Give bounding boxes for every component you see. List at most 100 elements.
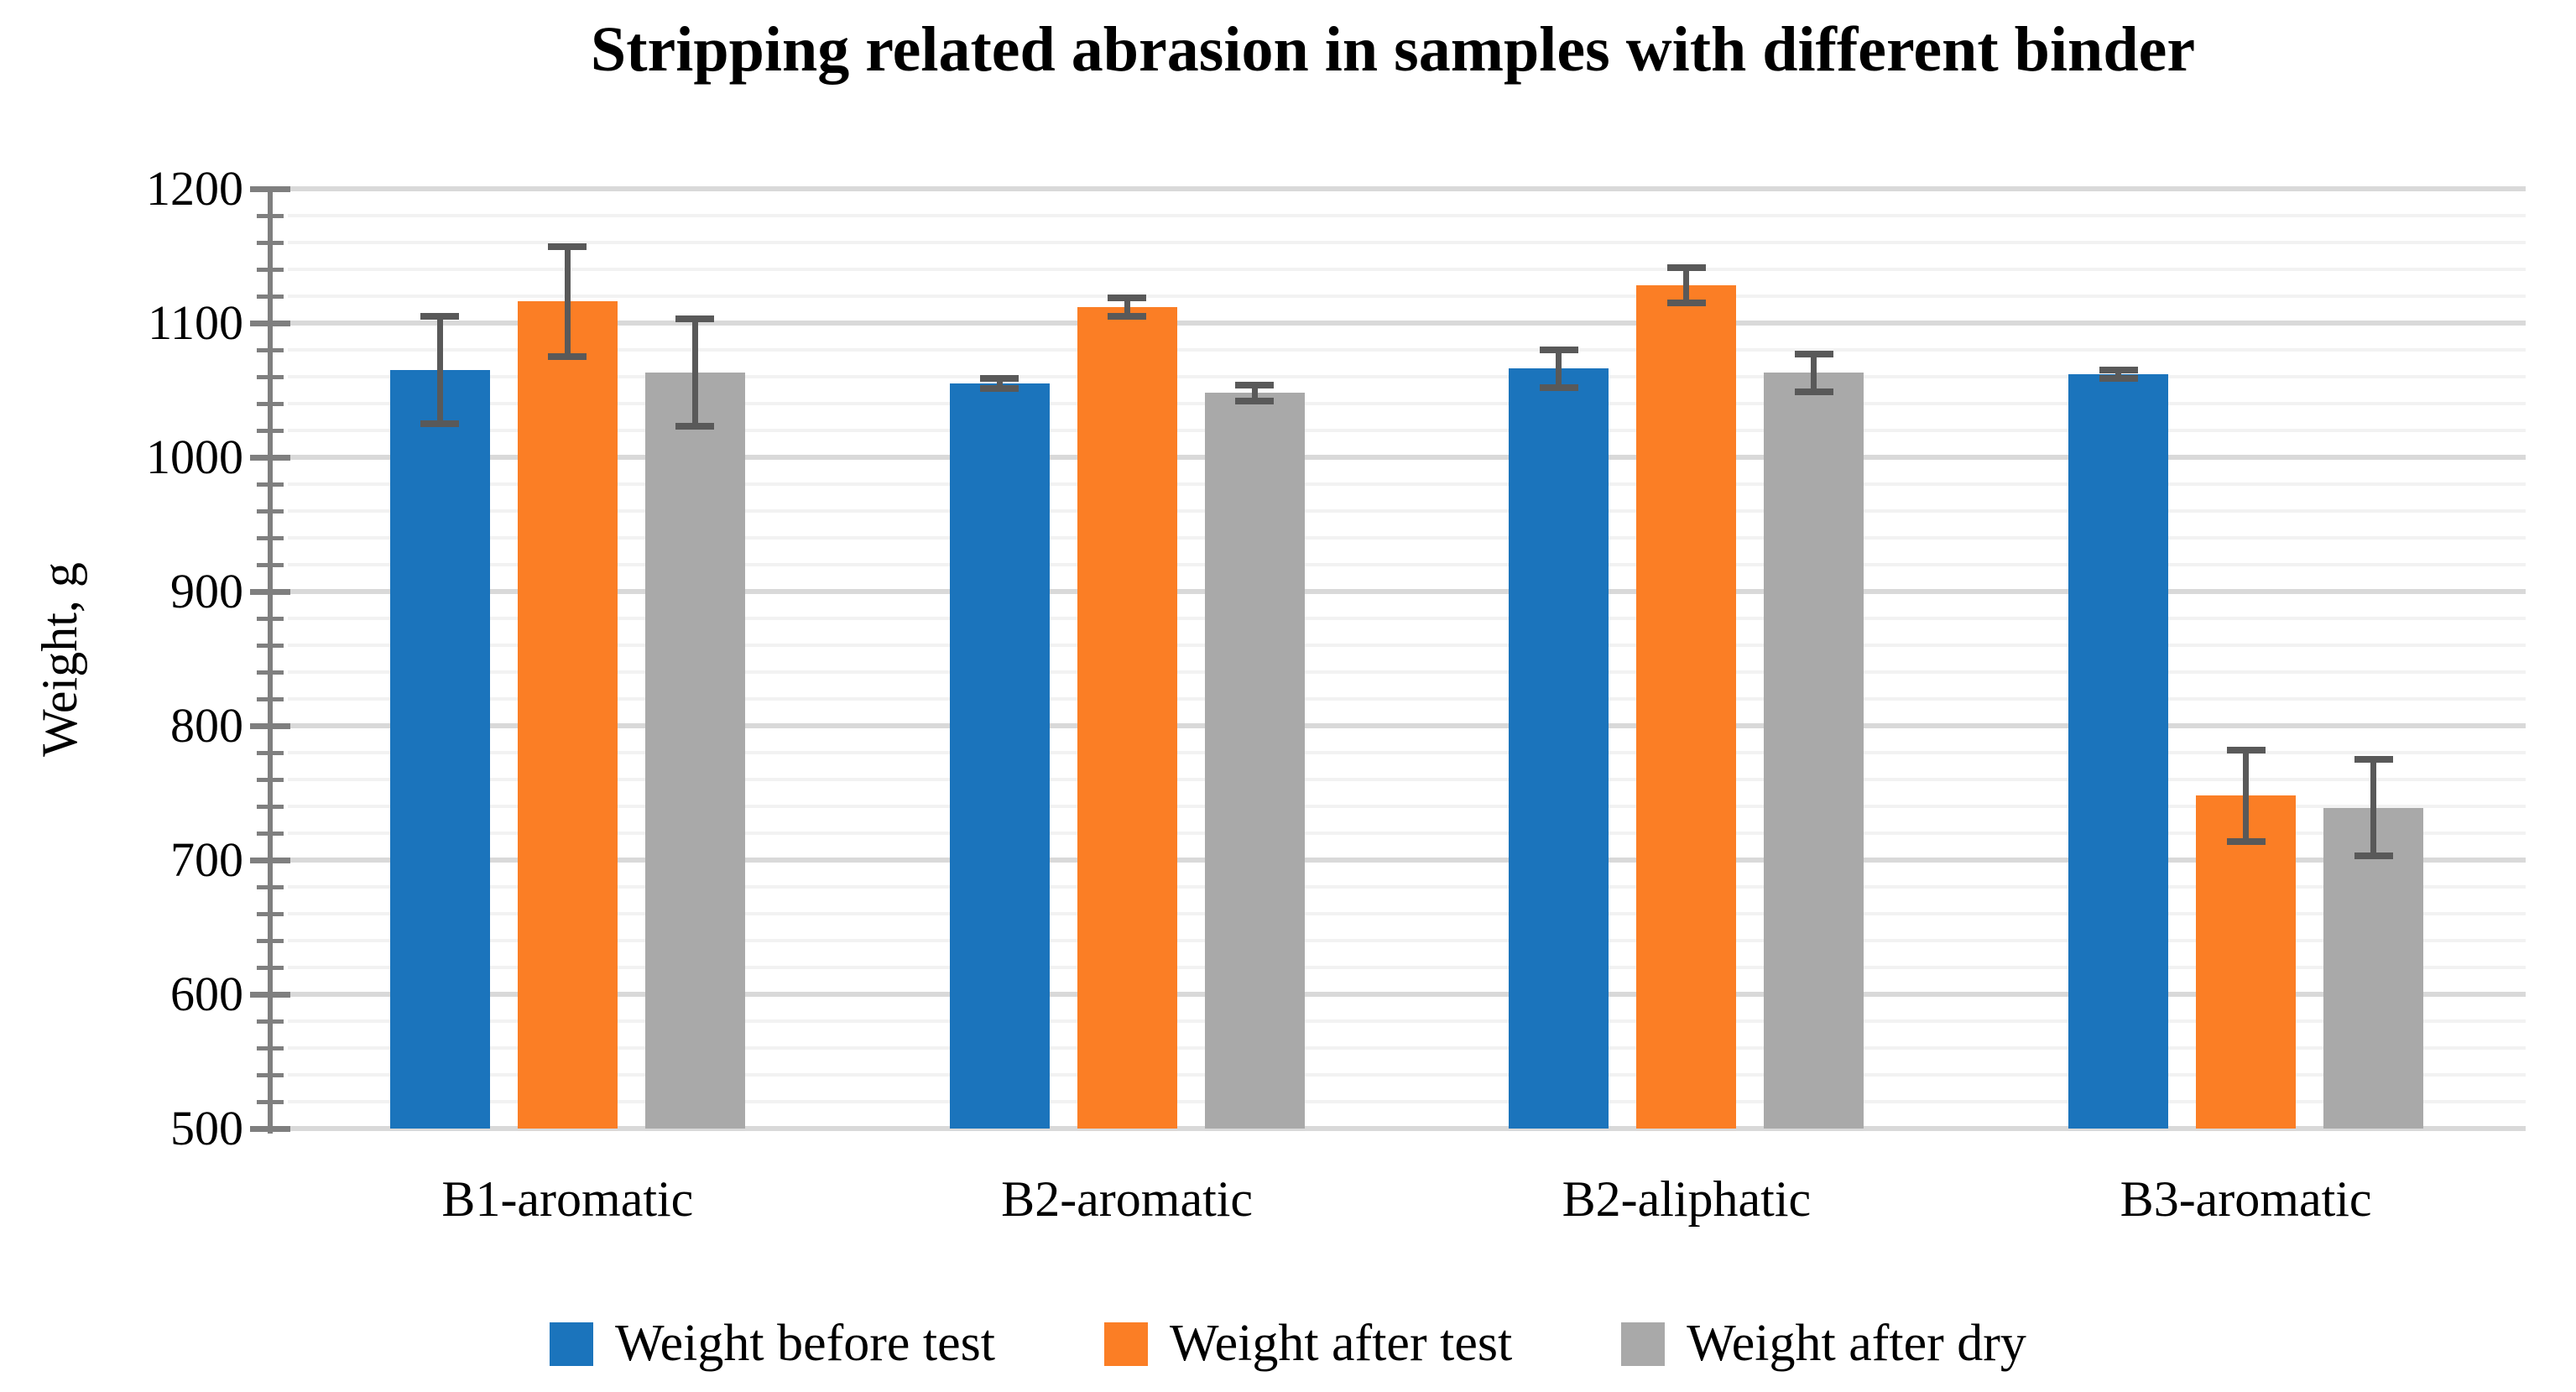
bar <box>1509 368 1609 1129</box>
y-tick-label: 1100 <box>148 295 243 350</box>
y-axis-tick-minor <box>257 401 284 406</box>
y-axis-tick-minor <box>257 267 284 272</box>
error-bar-whisker <box>564 246 571 357</box>
legend-swatch-blue <box>550 1322 594 1366</box>
gridline-minor <box>288 402 2526 405</box>
bar <box>644 373 745 1129</box>
y-axis-tick-minor <box>257 240 284 245</box>
gridline-minor <box>288 912 2526 915</box>
bar <box>1077 306 1177 1129</box>
y-axis-tick-minor <box>257 911 284 916</box>
y-axis-tick-minor <box>257 482 284 487</box>
gridline-minor <box>288 1100 2526 1103</box>
bar <box>2196 795 2297 1129</box>
y-axis-tick-minor <box>257 831 284 836</box>
category-label: B1-aromatic <box>441 1171 694 1227</box>
error-bar-cap-top <box>2099 367 2138 373</box>
y-axis-tick-major <box>250 185 290 192</box>
legend-item: Weight before test <box>550 1314 995 1374</box>
gridline-minor <box>288 1073 2526 1077</box>
y-axis-tick-major <box>250 454 290 461</box>
gridline-minor <box>288 214 2526 217</box>
error-bar-cap-bottom <box>420 420 460 427</box>
y-tick-label: 800 <box>170 698 243 753</box>
y-axis-tick-minor <box>257 750 284 755</box>
error-bar-cap-top <box>1539 347 1578 353</box>
error-bar-cap-bottom <box>1794 388 1833 395</box>
y-axis-tick-major <box>250 320 290 326</box>
legend-swatch-gray <box>1621 1322 1666 1366</box>
y-tick-label: 500 <box>170 1101 243 1155</box>
y-axis-tick-major <box>250 1125 290 1132</box>
error-bar-cap-bottom <box>1539 383 1578 391</box>
chart-title: Stripping related abrasion in samples wi… <box>590 14 2196 85</box>
y-tick-label: 1200 <box>146 161 243 216</box>
y-axis-tick-minor <box>257 508 284 514</box>
error-bar-cap-bottom <box>548 353 587 360</box>
y-axis-tick-major <box>250 991 290 998</box>
y-axis-tick-minor <box>257 616 284 621</box>
error-bar-cap-top <box>420 313 460 320</box>
y-tick-label: 900 <box>170 564 243 618</box>
y-axis-tick-major <box>250 857 290 863</box>
y-axis-tick-minor <box>257 428 284 433</box>
error-bar-cap-top <box>548 242 587 250</box>
y-axis-tick-minor <box>257 347 284 352</box>
y-axis-tick-minor <box>257 938 284 943</box>
gridline-minor <box>288 697 2526 701</box>
gridline-minor <box>288 832 2526 835</box>
gridline-minor <box>288 295 2526 298</box>
error-bar-whisker <box>1124 297 1130 316</box>
error-bar-cap-top <box>1666 264 1706 272</box>
error-bar-cap-bottom <box>675 423 715 430</box>
gridline-minor <box>288 966 2526 969</box>
y-axis-tick-minor <box>257 213 284 218</box>
error-bar-cap-bottom <box>2354 852 2393 860</box>
gridline-minor <box>288 1046 2526 1050</box>
error-bar-cap-bottom <box>2099 374 2138 382</box>
gridline-minor <box>288 348 2526 352</box>
gridline-minor <box>288 563 2526 566</box>
gridline-minor <box>288 644 2526 647</box>
gridline-major <box>288 1126 2526 1131</box>
error-bar-whisker <box>691 319 698 427</box>
error-bar-whisker <box>436 316 443 424</box>
gridline-major <box>288 992 2526 997</box>
gridline-minor <box>288 939 2526 942</box>
error-bar-whisker <box>1251 384 1258 401</box>
y-axis-tick-minor <box>257 643 284 648</box>
y-axis-tick-minor <box>257 884 284 889</box>
gridline-minor <box>288 509 2526 513</box>
y-tick-label: 1000 <box>146 430 243 484</box>
error-bar-cap-bottom <box>1108 313 1147 320</box>
gridline-minor <box>288 805 2526 808</box>
bar <box>1204 393 1305 1129</box>
error-bar-whisker <box>996 378 1003 389</box>
bar <box>2068 373 2169 1129</box>
legend: Weight before test Weight after test Weigh… <box>0 1314 2576 1374</box>
bar <box>1764 373 1864 1129</box>
gridline-minor <box>288 536 2526 540</box>
y-axis-tick-minor <box>257 1019 284 1024</box>
gridline-major <box>288 589 2526 594</box>
y-tick-label: 700 <box>170 832 243 887</box>
error-bar-whisker <box>2243 749 2250 842</box>
error-bar-cap-bottom <box>2226 837 2266 845</box>
error-bar-whisker <box>2370 759 2377 857</box>
legend-label: Weight after dry <box>1687 1315 2026 1372</box>
y-axis-tick-major <box>250 722 290 729</box>
error-bar-whisker <box>1683 268 1690 303</box>
gridline-major <box>288 321 2526 326</box>
legend-item: Weight after dry <box>1621 1314 2026 1374</box>
category-label: B3-aromatic <box>2120 1171 2372 1227</box>
gridline-minor <box>288 429 2526 432</box>
y-axis-tick-minor <box>257 965 284 970</box>
gridline-minor <box>288 241 2526 244</box>
y-axis-tick-minor <box>257 1045 284 1051</box>
error-bar-whisker <box>1811 353 1817 392</box>
error-bar-cap-top <box>2354 756 2393 763</box>
y-axis-tick-minor <box>257 535 284 540</box>
y-tick-label: 600 <box>170 967 243 1021</box>
category-label: B2-aromatic <box>1001 1171 1254 1227</box>
